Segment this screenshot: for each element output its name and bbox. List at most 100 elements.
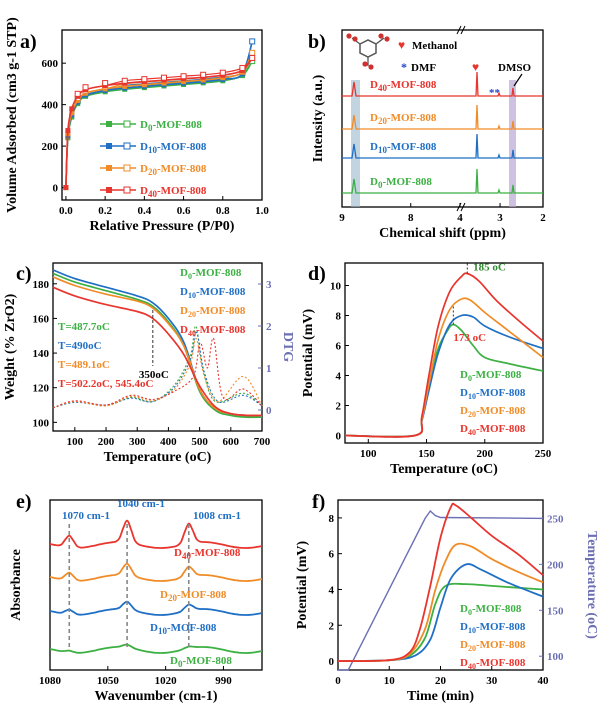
series-line-D0-MOF-808 — [49, 643, 263, 654]
panel-c-y2tick-label: 1 — [266, 363, 272, 375]
panel-d-ytick-label: 8 — [336, 311, 342, 323]
panel-a-ytick-label: 200 — [42, 141, 59, 153]
series-label-D10-MOF-808: D10-MOF-808 — [150, 622, 217, 636]
oxygen-atom — [362, 61, 368, 67]
series-line-dtg-D10-MOF-808 — [52, 331, 263, 409]
series-line-temperature — [338, 509, 544, 671]
legend-marker-D40-MOF-808 — [106, 187, 112, 193]
annotation-peak-temp: T=490oC — [58, 340, 102, 352]
series-line-D40-MOF-808 — [337, 502, 544, 662]
series-label-D20-MOF-808: D20-MOF-808 — [370, 112, 437, 126]
panel-f-xtick-label: 0 — [335, 675, 341, 687]
panel-d-frame — [344, 262, 544, 444]
legend-marker-D10-MOF-808 — [106, 143, 112, 149]
legend-label-D10-MOF-808: D10-MOF-808 — [180, 286, 246, 300]
panel-f-xlabel: Time (min) — [407, 689, 474, 704]
annotation-peak-temp: T=487.7oC — [58, 321, 110, 333]
panel-c-ytick-label: 100 — [33, 417, 50, 429]
annotation-350c: 350oC — [139, 369, 169, 381]
series-line-D20-MOF-808 — [337, 542, 544, 662]
data-point-desorb-D40-MOF-808 — [249, 54, 256, 61]
legend-label-D40-MOF-808: D40-MOF-808 — [460, 657, 526, 671]
series-line-D20-MOF-808 — [49, 562, 263, 582]
panel-a-label: a) — [20, 31, 37, 53]
legend-label-D10-MOF-808: D10-MOF-808 — [140, 141, 207, 155]
panel-f-y2tick-label: 200 — [547, 559, 564, 571]
annotation-1070: 1070 cm-1 — [62, 510, 110, 522]
panel-a-xtick-label: 0.2 — [98, 205, 112, 217]
series-line-D40-MOF-808 — [342, 71, 543, 97]
panel-c-y2tick-label: 2 — [266, 321, 272, 333]
linker-molecule-icon — [346, 33, 390, 70]
panel-c-y2label: DTG — [280, 332, 295, 362]
legend-marker-open-D40-MOF-808 — [123, 186, 131, 194]
panel-d-xtick-label: 250 — [535, 448, 552, 460]
panel-d-ytick-label: 0 — [336, 431, 342, 443]
panel-b-xtick-label: 3 — [497, 212, 503, 224]
series-line-D0-MOF-808 — [342, 168, 543, 194]
panel-b-xlabel: Chemical shift (ppm) — [379, 226, 506, 241]
panel-c-ylabel: Weight (% ZrO2) — [3, 293, 18, 400]
panel-b-label: b) — [308, 31, 326, 53]
annotation-185c: 185 oC — [473, 262, 506, 274]
panel-f-xtick-label: 30 — [486, 675, 498, 687]
panel-a-ytick-label: 400 — [42, 100, 59, 112]
panel-c-xtick-label: 600 — [223, 436, 240, 448]
panel-e-xtick-label: 990 — [215, 675, 232, 687]
annotation-arrow — [513, 73, 523, 87]
data-point-D20-MOF-808 — [69, 110, 75, 116]
legend-label-D0-MOF-808: D0-MOF-808 — [140, 119, 202, 133]
panel-a-xtick-label: 0.0 — [59, 205, 73, 217]
panel-f-ytick-label: 4 — [329, 584, 335, 596]
legend-label-D20-MOF-808: D20-MOF-808 — [460, 405, 526, 419]
panel-a-ylabel: Volume Adsorbed (cm3 g-1 STP) — [5, 17, 20, 213]
panel-b-ylabel: Intensity (a.u.) — [311, 74, 326, 162]
legend-marker-open-D20-MOF-808 — [123, 164, 131, 172]
panel-f-ytick-label: 2 — [329, 620, 335, 632]
annotation-173c: 173 oC — [453, 332, 486, 344]
panel-d-xtick-label: 150 — [418, 448, 435, 460]
molecule-bond — [375, 37, 385, 45]
annotation-dmso: DMSO — [498, 62, 531, 74]
panel-f-ytick-label: 8 — [329, 513, 335, 525]
panel-a-xtick-label: 1.0 — [255, 205, 269, 217]
panel-f-ylabel: Potential (mV) — [295, 541, 310, 630]
annotation-peak-temp: T=489.1oC — [58, 359, 110, 371]
legend-label-D10-MOF-808: D10-MOF-808 — [460, 621, 526, 635]
data-point-desorb-D10-MOF-808 — [249, 38, 256, 45]
panel-d-ytick-label: 2 — [336, 401, 342, 413]
panel-a-xtick-label: 0.6 — [177, 205, 191, 217]
axis-break-mark — [460, 202, 466, 212]
annotation-methanol: Methanol — [412, 40, 457, 52]
heart-icon: ♥ — [472, 60, 479, 74]
data-point-desorb-D40-MOF-808 — [141, 76, 148, 83]
panel-d-xtick-label: 100 — [360, 448, 377, 460]
panel-d-ytick-label: 4 — [336, 371, 342, 383]
panel-e-ylabel: Absorbance — [9, 549, 24, 621]
panel-a-xtick-label: 0.4 — [137, 205, 151, 217]
data-point-D40-MOF-808 — [69, 106, 75, 112]
panel-a-ytick-label: 600 — [42, 58, 59, 70]
series-line-D20-MOF-808 — [342, 104, 543, 130]
heart-icon: ♥ — [398, 38, 405, 52]
data-point-desorb-D40-MOF-808 — [82, 84, 89, 91]
series-line-weight-D40-MOF-808 — [52, 286, 263, 417]
panel-c-frame — [52, 262, 263, 432]
series-label-D20-MOF-808: D20-MOF-808 — [160, 589, 227, 603]
series-line-D10-MOF-808 — [49, 600, 263, 616]
panel-f-y2tick-label: 150 — [547, 605, 564, 617]
panel-d-ytick-label: 6 — [336, 341, 342, 353]
series-label-D10-MOF-808: D10-MOF-808 — [370, 141, 437, 155]
panel-f-xtick-label: 20 — [435, 675, 447, 687]
panel-b-xtick-label: 8 — [408, 212, 414, 224]
panel-c-xlabel: Temperature (oC) — [104, 450, 212, 465]
annotation-dmf-peaks: ** — [489, 87, 501, 99]
series-label-D0-MOF-808: D0-MOF-808 — [370, 176, 432, 190]
legend-label-D0-MOF-808: D0-MOF-808 — [180, 267, 242, 281]
panel-e-frame — [49, 499, 263, 671]
legend-label-D20-MOF-808: D20-MOF-808 — [180, 305, 246, 319]
panel-a-xtick-label: 0.8 — [216, 205, 230, 217]
data-point-desorb-D40-MOF-808 — [74, 90, 81, 97]
